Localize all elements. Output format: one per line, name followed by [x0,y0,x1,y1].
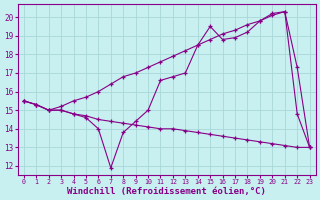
X-axis label: Windchill (Refroidissement éolien,°C): Windchill (Refroidissement éolien,°C) [67,187,266,196]
